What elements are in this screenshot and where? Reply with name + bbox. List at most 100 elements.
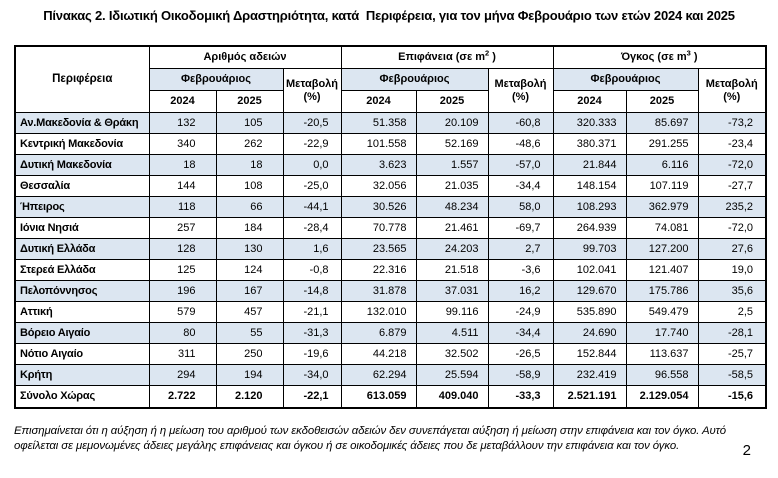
permits-2024-cell: 196	[148, 280, 217, 302]
volume-2025-cell: 107.119	[625, 175, 699, 197]
permits-change-cell: -0,8	[282, 259, 342, 281]
group-volume-suffix: )	[690, 51, 698, 64]
surface-change-cell: -58,9	[487, 364, 554, 386]
region-cell: Πελοπόννησος	[14, 280, 150, 302]
permits-2024-cell: 128	[148, 238, 217, 260]
permits-change-cell: 0,0	[282, 154, 342, 176]
total-volume-change-cell: -15,6	[697, 385, 767, 408]
volume-2024-cell: 21.844	[552, 154, 627, 176]
surface-change-cell: 58,0	[487, 196, 554, 218]
permits-2024-cell: 118	[148, 196, 217, 218]
volume-2025-cell: 549.479	[625, 301, 699, 323]
group-header-surface: Επιφάνεια (σε m2 )	[340, 45, 554, 69]
volume-2024-cell: 535.890	[552, 301, 627, 323]
table-row: Στερεά Ελλάδα 125 124 -0,8 22.316 21.518…	[14, 259, 767, 281]
table-row: Θεσσαλία 144 108 -25,0 32.056 21.035 -34…	[14, 175, 767, 197]
surface-2025-cell: 99.116	[415, 301, 489, 323]
year-2024-header-volume: 2024	[552, 90, 627, 113]
permits-2025-cell: 262	[215, 133, 284, 155]
surface-2025-cell: 48.234	[415, 196, 489, 218]
permits-2025-cell: 105	[215, 112, 284, 134]
volume-change-cell: -58,5	[697, 364, 767, 386]
surface-2025-cell: 4.511	[415, 322, 489, 344]
volume-change-cell: -27,7	[697, 175, 767, 197]
region-cell: Θεσσαλία	[14, 175, 150, 197]
surface-change-cell: -69,7	[487, 217, 554, 239]
volume-change-cell: 35,6	[697, 280, 767, 302]
total-surface-2025-cell: 409.040	[415, 385, 489, 408]
table-row: Κεντρική Μακεδονία 340 262 -22,9 101.558…	[14, 133, 767, 155]
table-row: Δυτική Μακεδονία 18 18 0,0 3.623 1.557 -…	[14, 154, 767, 176]
region-cell: Κρήτη	[14, 364, 150, 386]
region-cell: Αν.Μακεδονία & Θράκη	[14, 112, 150, 134]
permits-2024-cell: 579	[148, 301, 217, 323]
change-label: Μεταβολή	[705, 78, 758, 91]
surface-2024-cell: 23.565	[340, 238, 417, 260]
page-title: Πίνακας 2. Ιδιωτική Οικοδομική Δραστηριό…	[43, 8, 735, 23]
permits-2025-cell: 457	[215, 301, 284, 323]
permits-2024-cell: 257	[148, 217, 217, 239]
region-cell: Δυτική Ελλάδα	[14, 238, 150, 260]
volume-2024-cell: 232.419	[552, 364, 627, 386]
group-volume-sup: 3	[686, 48, 691, 58]
permits-2025-cell: 250	[215, 343, 284, 365]
permits-2025-cell: 124	[215, 259, 284, 281]
surface-2024-cell: 32.056	[340, 175, 417, 197]
permits-change-cell: -14,8	[282, 280, 342, 302]
region-cell: Νότιο Αιγαίο	[14, 343, 150, 365]
group-header-permits: Αριθμός αδειών	[148, 45, 342, 69]
table-row: Αν.Μακεδονία & Θράκη 132 105 -20,5 51.35…	[14, 112, 767, 134]
permits-2025-cell: 108	[215, 175, 284, 197]
surface-2025-cell: 21.461	[415, 217, 489, 239]
surface-2025-cell: 1.557	[415, 154, 489, 176]
surface-change-cell: -26,5	[487, 343, 554, 365]
surface-2024-cell: 3.623	[340, 154, 417, 176]
group-surface-sup: 2	[485, 48, 490, 58]
total-surface-change-cell: -33,3	[487, 385, 554, 408]
surface-2024-cell: 44.218	[340, 343, 417, 365]
surface-change-cell: -57,0	[487, 154, 554, 176]
total-volume-2024-cell: 2.521.191	[552, 385, 627, 408]
volume-change-cell: -23,4	[697, 133, 767, 155]
volume-2025-cell: 175.786	[625, 280, 699, 302]
permits-change-cell: -28,4	[282, 217, 342, 239]
total-permits-2025-cell: 2.120	[215, 385, 284, 408]
total-permits-2024-cell: 2.722	[148, 385, 217, 408]
change-percent-header-volume: Μεταβολή (%)	[697, 68, 767, 113]
group-permits-label: Αριθμός αδειών	[203, 51, 287, 64]
volume-2025-cell: 85.697	[625, 112, 699, 134]
permits-change-cell: -22,9	[282, 133, 342, 155]
volume-change-cell: 19,0	[697, 259, 767, 281]
table-row: Κρήτη 294 194 -34,0 62.294 25.594 -58,9 …	[14, 364, 767, 386]
volume-2025-cell: 121.407	[625, 259, 699, 281]
change-percent-header-permits: Μεταβολή (%)	[282, 68, 342, 113]
surface-2025-cell: 32.502	[415, 343, 489, 365]
change-percent-header-surface: Μεταβολή (%)	[487, 68, 554, 113]
permits-2024-cell: 340	[148, 133, 217, 155]
change-label: Μεταβολή	[285, 78, 339, 91]
group-volume-label: Όγκος (σε m	[620, 51, 687, 64]
region-cell: Ιόνια Νησιά	[14, 217, 150, 239]
region-cell: Αττική	[14, 301, 150, 323]
surface-2024-cell: 62.294	[340, 364, 417, 386]
total-region-cell: Σύνολο Χώρας	[14, 385, 150, 408]
surface-2024-cell: 132.010	[340, 301, 417, 323]
permits-2024-cell: 18	[148, 154, 217, 176]
region-cell: Δυτική Μακεδονία	[14, 154, 150, 176]
total-surface-2024-cell: 613.059	[340, 385, 417, 408]
permits-change-cell: -34,0	[282, 364, 342, 386]
year-2025-header-permits: 2025	[215, 90, 284, 113]
table-row: Ήπειρος 118 66 -44,1 30.526 48.234 58,0 …	[14, 196, 767, 218]
year-2024-header-permits: 2024	[148, 90, 217, 113]
volume-change-cell: -72,0	[697, 217, 767, 239]
total-volume-2025-cell: 2.129.054	[625, 385, 699, 408]
permits-2025-cell: 66	[215, 196, 284, 218]
group-surface-label: Επιφάνεια (σε m	[398, 51, 486, 64]
surface-2024-cell: 101.558	[340, 133, 417, 155]
volume-2025-cell: 17.740	[625, 322, 699, 344]
permits-2025-cell: 184	[215, 217, 284, 239]
group-header-volume: Όγκος (σε m3 )	[552, 45, 767, 69]
surface-change-cell: 16,2	[487, 280, 554, 302]
surface-2024-cell: 22.316	[340, 259, 417, 281]
